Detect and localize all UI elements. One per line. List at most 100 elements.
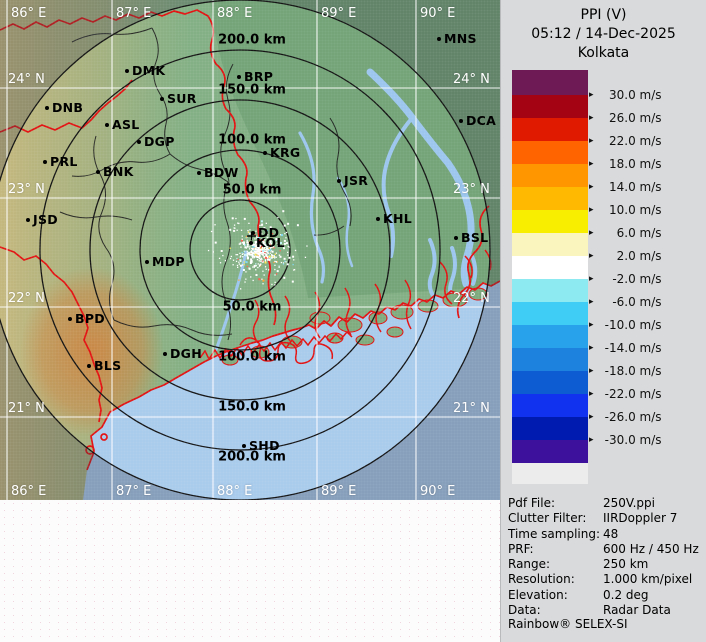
footer-blank-area xyxy=(0,500,500,642)
tick-arrow-icon: ▸ xyxy=(589,89,594,100)
tick-arrow-icon: ▸ xyxy=(589,112,594,123)
grid-label-lon: 90° E xyxy=(420,6,456,21)
range-ring-label: 200.0 km xyxy=(218,449,286,465)
city-dot-icon xyxy=(87,364,91,368)
city-label: MDP xyxy=(152,254,185,269)
scan-info-table: Pdf File: 250V.ppi Clutter Filter: IIRDoppl… xyxy=(508,496,702,618)
tick-value: -22.0 m/s xyxy=(604,387,662,401)
info-value: 250V.ppi xyxy=(603,496,655,510)
grid-label-lat: 21° N xyxy=(8,401,45,416)
grid-label-lon: 89° E xyxy=(321,484,357,499)
range-ring-label: 100.0 km xyxy=(218,132,286,148)
info-value: 1.000 km/pixel xyxy=(603,572,693,587)
tick-arrow-icon: ▸ xyxy=(589,204,594,215)
grid-label-lat: 24° N xyxy=(453,72,490,87)
city-dot-icon xyxy=(454,236,458,240)
range-ring-label: 50.0 km xyxy=(222,182,282,198)
colorbar-segment xyxy=(512,325,588,348)
info-row: Resolution: 1.000 km/pixel xyxy=(508,572,702,587)
tick-value: 18.0 m/s xyxy=(609,157,662,171)
city-label: BLS xyxy=(94,358,122,373)
info-label: PRF: xyxy=(508,541,534,556)
tick-value: 10.0 m/s xyxy=(609,203,662,217)
velocity-colorbar xyxy=(512,70,588,484)
colorbar-segment xyxy=(512,210,588,233)
info-label: Resolution: xyxy=(508,572,575,587)
tick-arrow-icon: ▸ xyxy=(589,135,594,146)
colorbar-tick-label: ▸ -2.0 m/s xyxy=(589,272,662,286)
info-row: Range: 250 km xyxy=(508,557,702,572)
city-label: BRP xyxy=(244,69,274,84)
grid-label-lon: 88° E xyxy=(217,6,253,21)
range-ring-label: 50.0 km xyxy=(222,299,282,315)
info-value: 600 Hz / 450 Hz xyxy=(603,541,699,556)
colorbar-segment xyxy=(512,118,588,141)
grid-label-lat: 23° N xyxy=(8,182,45,197)
colorbar-segment xyxy=(512,141,588,164)
colorbar-tick-label: ▸ 30.0 m/s xyxy=(589,88,662,102)
info-label: Clutter Filter: xyxy=(508,511,587,526)
tick-arrow-icon: ▸ xyxy=(589,365,594,376)
city-label: KRG xyxy=(270,145,301,160)
product-datetime: 05:12 / 14-Dec-2025 xyxy=(531,26,676,42)
colorbar-tick-label: ▸ -26.0 m/s xyxy=(589,410,662,424)
tick-value: -2.0 m/s xyxy=(612,272,662,286)
city-label: BDW xyxy=(204,165,239,180)
city-label: BNK xyxy=(103,164,134,179)
city-dot-icon xyxy=(251,231,255,235)
tick-arrow-icon: ▸ xyxy=(589,434,594,445)
tick-arrow-icon: ▸ xyxy=(589,158,594,169)
tick-arrow-icon: ▸ xyxy=(589,227,594,238)
city-label: JSR xyxy=(344,173,369,188)
terrain-east xyxy=(210,0,500,298)
colorbar-tick-label: ▸ -10.0 m/s xyxy=(589,318,662,332)
colorbar-segment xyxy=(512,256,588,279)
city-dot-icon xyxy=(43,160,47,164)
grid-label-lon: 87° E xyxy=(116,484,152,499)
grid-label-lat: 22° N xyxy=(453,291,490,306)
city-dot-icon xyxy=(137,140,141,144)
city-label: DNB xyxy=(52,100,84,115)
colorbar-segment xyxy=(512,440,588,463)
city-label: KHL xyxy=(383,211,413,226)
city-label: BSL xyxy=(461,230,489,245)
info-row: Time sampling: 48 xyxy=(508,527,702,542)
map-graphics xyxy=(0,0,500,500)
tick-arrow-icon: ▸ xyxy=(589,411,594,422)
colorbar-segment xyxy=(512,187,588,210)
city-dot-icon xyxy=(437,37,441,41)
tick-value: -30.0 m/s xyxy=(604,433,662,447)
tick-value: -14.0 m/s xyxy=(604,341,662,355)
city-label: PRL xyxy=(50,154,78,169)
info-value: IIRDoppler 7 xyxy=(603,511,678,526)
city-dot-icon xyxy=(68,317,72,321)
tick-value: 30.0 m/s xyxy=(609,88,662,102)
city-dot-icon xyxy=(263,151,267,155)
tick-value: 6.0 m/s xyxy=(616,226,662,240)
tick-arrow-icon: ▸ xyxy=(589,296,594,307)
range-ring-label: 100.0 km xyxy=(218,349,286,365)
grid-label-lat: 22° N xyxy=(8,291,45,306)
grid-label-lat: 23° N xyxy=(453,182,490,197)
city-label: MNS xyxy=(444,31,477,46)
colorbar-tick-label: ▸ -30.0 m/s xyxy=(589,433,662,447)
range-ring-label: 200.0 km xyxy=(218,32,286,48)
tick-arrow-icon: ▸ xyxy=(589,319,594,330)
colorbar-tick-label: ▸ -14.0 m/s xyxy=(589,341,662,355)
city-label: BPD xyxy=(75,311,105,326)
city-label: DD xyxy=(258,225,280,240)
colorbar-segment xyxy=(512,95,588,118)
city-dot-icon xyxy=(242,444,246,448)
info-label: Pdf File: xyxy=(508,496,556,510)
info-row: Clutter Filter: IIRDoppler 7 xyxy=(508,511,702,526)
colorbar-segment xyxy=(512,164,588,187)
product-title: PPI (V) xyxy=(580,7,627,23)
colorbar-segment xyxy=(512,371,588,394)
grid-label-lat: 24° N xyxy=(8,72,45,87)
colorbar-tick-label: ▸ 26.0 m/s xyxy=(589,111,662,125)
city-label: ASL xyxy=(112,117,140,132)
city-dot-icon xyxy=(96,170,100,174)
tick-value: -10.0 m/s xyxy=(604,318,662,332)
info-row: Elevation: 0.2 deg xyxy=(508,588,702,603)
